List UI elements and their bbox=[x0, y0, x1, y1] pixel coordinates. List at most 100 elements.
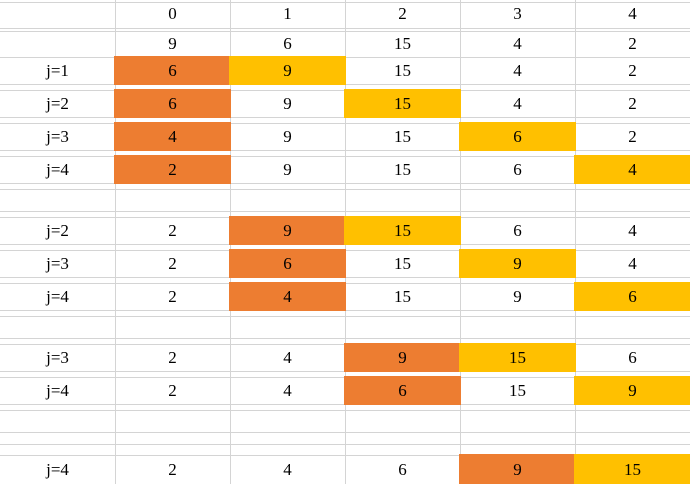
highlighted-cell-yellow[interactable]: 9 bbox=[459, 249, 576, 278]
highlighted-cell-orange[interactable]: 4 bbox=[114, 122, 231, 151]
gridline-horizontal bbox=[0, 432, 690, 433]
sheet-cell[interactable]: 6 bbox=[398, 460, 407, 479]
highlighted-cell-yellow[interactable]: 15 bbox=[574, 454, 690, 484]
gridline-horizontal bbox=[0, 2, 690, 3]
sheet-cell[interactable]: 9 bbox=[513, 287, 522, 306]
sheet-cell[interactable]: 0 bbox=[168, 4, 177, 23]
highlighted-cell-orange[interactable]: 9 bbox=[344, 343, 461, 372]
sheet-cell[interactable]: 15 bbox=[394, 61, 411, 80]
sheet-row-j=2: j=2 6 9 15 4 2 bbox=[0, 89, 690, 118]
sheet-cell[interactable]: 2 bbox=[168, 460, 177, 479]
sheet-cell[interactable]: 15 bbox=[394, 127, 411, 146]
empty-label-cell[interactable] bbox=[0, 31, 115, 57]
highlighted-cell-yellow[interactable]: 4 bbox=[574, 155, 690, 184]
gridline-horizontal bbox=[0, 338, 690, 339]
highlighted-cell-orange[interactable]: 6 bbox=[114, 89, 231, 118]
gridline-horizontal bbox=[0, 455, 690, 456]
highlighted-cell-yellow[interactable]: 9 bbox=[229, 56, 346, 85]
highlighted-cell-orange[interactable]: 9 bbox=[229, 216, 346, 245]
sheet-cell[interactable]: 3 bbox=[513, 4, 522, 23]
highlighted-cell-orange[interactable]: 4 bbox=[229, 282, 346, 311]
sheet-cell[interactable]: 2 bbox=[628, 34, 637, 53]
row-label-cell[interactable]: j=4 bbox=[46, 287, 69, 306]
sheet-cell[interactable]: 2 bbox=[168, 254, 177, 273]
sheet-row: 9 6 15 4 2 bbox=[0, 31, 690, 57]
sheet-row-j=4: j=4 2 4 15 9 6 bbox=[0, 282, 690, 311]
row-label-cell[interactable]: j=4 bbox=[46, 460, 69, 479]
sheet-cell[interactable]: 15 bbox=[394, 254, 411, 273]
sheet-cell[interactable]: 4 bbox=[283, 381, 292, 400]
highlighted-cell-orange[interactable]: 6 bbox=[229, 249, 346, 278]
gridline-horizontal bbox=[0, 211, 690, 212]
highlighted-cell-orange[interactable]: 2 bbox=[114, 155, 231, 184]
gridline-horizontal bbox=[0, 31, 690, 32]
row-label-cell[interactable]: j=2 bbox=[46, 94, 69, 113]
sheet-cell[interactable]: 1 bbox=[283, 4, 292, 23]
sheet-cell[interactable]: 15 bbox=[394, 34, 411, 53]
sheet-cell[interactable]: 15 bbox=[394, 160, 411, 179]
row-label-cell[interactable]: j=2 bbox=[46, 221, 69, 240]
highlighted-cell-yellow[interactable]: 15 bbox=[344, 216, 461, 245]
sheet-cell[interactable]: 4 bbox=[513, 61, 522, 80]
sheet-row-j=4: j=4 2 9 15 6 4 bbox=[0, 155, 690, 184]
sheet-cell[interactable]: 2 bbox=[628, 61, 637, 80]
sheet-cell[interactable]: 4 bbox=[628, 4, 637, 23]
sheet-cell[interactable]: 4 bbox=[513, 94, 522, 113]
gridline-horizontal bbox=[0, 316, 690, 317]
sheet-cell[interactable]: 2 bbox=[168, 221, 177, 240]
sheet-row-j=3: j=3 4 9 15 6 2 bbox=[0, 122, 690, 151]
highlighted-cell-orange[interactable]: 6 bbox=[344, 376, 461, 405]
sheet-row: 0 1 2 3 4 bbox=[0, 0, 690, 28]
sheet-cell[interactable]: 6 bbox=[628, 348, 637, 367]
sheet-cell[interactable]: 2 bbox=[168, 381, 177, 400]
row-label-cell[interactable]: j=3 bbox=[46, 254, 69, 273]
highlighted-cell-yellow[interactable]: 15 bbox=[459, 343, 576, 372]
highlighted-cell-orange[interactable]: 6 bbox=[114, 56, 231, 85]
gridline-vertical bbox=[575, 0, 576, 484]
highlighted-cell-orange[interactable]: 9 bbox=[459, 454, 576, 484]
sheet-cell[interactable]: 4 bbox=[628, 254, 637, 273]
sheet-cell[interactable]: 2 bbox=[628, 127, 637, 146]
sheet-cell[interactable]: 6 bbox=[513, 221, 522, 240]
sheet-cell[interactable]: 2 bbox=[168, 348, 177, 367]
sheet-cell[interactable]: 9 bbox=[283, 94, 292, 113]
row-label-cell[interactable]: j=3 bbox=[46, 127, 69, 146]
sheet-cell[interactable]: 9 bbox=[283, 127, 292, 146]
sheet-cell[interactable]: 9 bbox=[283, 160, 292, 179]
sheet-cell[interactable]: 4 bbox=[283, 460, 292, 479]
row-label-cell[interactable]: j=3 bbox=[46, 348, 69, 367]
sheet-cell[interactable]: 6 bbox=[283, 34, 292, 53]
highlighted-cell-yellow[interactable]: 9 bbox=[574, 376, 690, 405]
sheet-cell[interactable]: 2 bbox=[628, 94, 637, 113]
sheet-row-j=3: j=3 2 6 15 9 4 bbox=[0, 249, 690, 278]
gridline-horizontal bbox=[0, 28, 690, 29]
sheet-cell[interactable]: 4 bbox=[283, 348, 292, 367]
sheet-cell[interactable]: 15 bbox=[394, 287, 411, 306]
highlighted-cell-yellow[interactable]: 6 bbox=[459, 122, 576, 151]
gridline-horizontal bbox=[0, 123, 690, 124]
gridline-horizontal bbox=[0, 189, 690, 190]
gridline-horizontal bbox=[0, 444, 690, 445]
gridline-horizontal bbox=[0, 156, 690, 157]
sheet-cell[interactable]: 2 bbox=[398, 4, 407, 23]
sheet-row-j=1: j=1 6 9 15 4 2 bbox=[0, 56, 690, 85]
sheet-cell[interactable]: 2 bbox=[168, 287, 177, 306]
highlighted-cell-yellow[interactable]: 6 bbox=[574, 282, 690, 311]
gridline-horizontal bbox=[0, 410, 690, 411]
gridline-horizontal bbox=[0, 150, 690, 151]
sheet-cell[interactable]: 9 bbox=[168, 34, 177, 53]
sheet-cell[interactable]: 4 bbox=[628, 221, 637, 240]
sheet-row-j=4: j=4 2 4 6 9 15 bbox=[0, 454, 690, 484]
sheet-cell[interactable]: 15 bbox=[509, 381, 526, 400]
sheet-cell[interactable]: 6 bbox=[513, 160, 522, 179]
row-label-cell[interactable]: j=1 bbox=[46, 61, 69, 80]
gridline-horizontal bbox=[0, 183, 690, 184]
gridline-vertical bbox=[115, 0, 116, 484]
sheet-cell[interactable]: 4 bbox=[513, 34, 522, 53]
row-label-cell[interactable]: j=4 bbox=[46, 381, 69, 400]
empty-label-cell[interactable] bbox=[0, 0, 115, 28]
row-label-cell[interactable]: j=4 bbox=[46, 160, 69, 179]
highlighted-cell-yellow[interactable]: 15 bbox=[344, 89, 461, 118]
sheet-row-j=4: j=4 2 4 6 15 9 bbox=[0, 376, 690, 405]
